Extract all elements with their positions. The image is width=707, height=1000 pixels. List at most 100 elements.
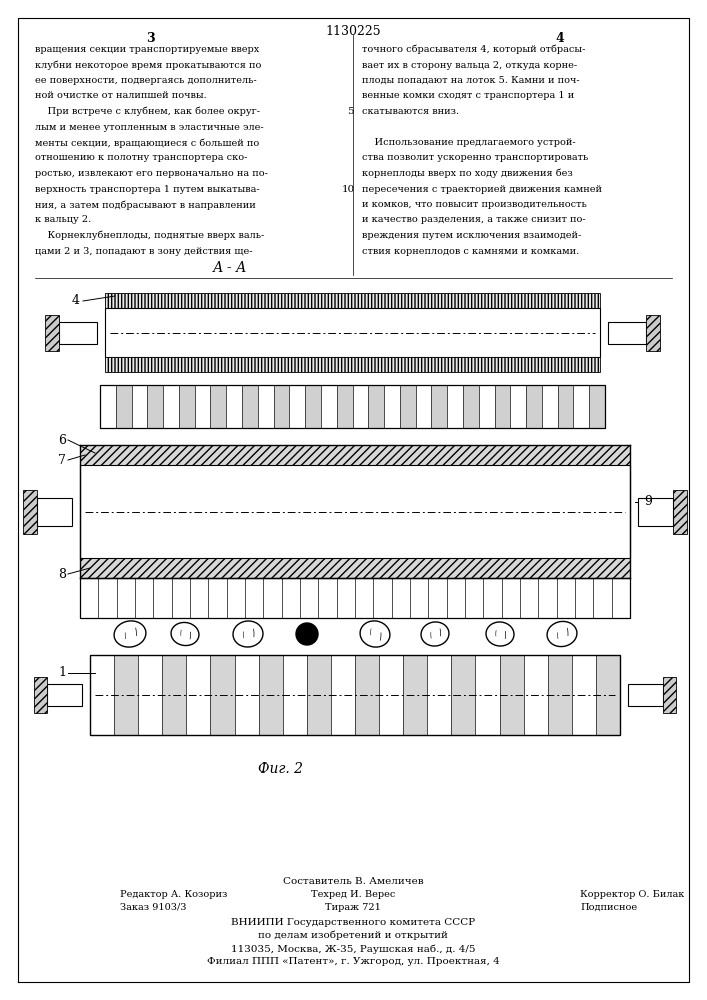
Bar [179, 385, 194, 428]
Text: пересечения с траекторией движения камней: пересечения с траекторией движения камне… [362, 184, 602, 194]
Ellipse shape [233, 621, 263, 647]
Bar [105, 308, 600, 357]
Ellipse shape [421, 622, 449, 646]
Bar [556, 578, 575, 618]
Ellipse shape [486, 622, 514, 646]
Bar [373, 578, 392, 618]
Bar [573, 385, 589, 428]
Bar [448, 385, 463, 428]
Bar [242, 385, 258, 428]
Text: ния, а затем подбрасывают в направлении: ния, а затем подбрасывают в направлении [35, 200, 256, 210]
Bar [187, 655, 211, 735]
Text: клубни некоторое время прокатываются по: клубни некоторое время прокатываются по [35, 60, 262, 70]
Bar [105, 357, 600, 372]
Bar [548, 655, 572, 735]
Text: 4: 4 [72, 294, 80, 308]
Bar [281, 578, 300, 618]
Bar [190, 578, 209, 618]
Bar [305, 385, 321, 428]
Bar [45, 314, 59, 351]
Text: венные комки сходят с транспортера 1 и: венные комки сходят с транспортера 1 и [362, 92, 574, 101]
Bar [589, 385, 605, 428]
Bar [289, 385, 305, 428]
Bar [47, 684, 82, 706]
Bar [23, 489, 37, 534]
Text: 113035, Москва, Ж-35, Раушская наб., д. 4/5: 113035, Москва, Ж-35, Раушская наб., д. … [230, 944, 475, 954]
Bar [132, 385, 147, 428]
Bar [353, 385, 368, 428]
Bar [520, 578, 538, 618]
Bar [510, 385, 526, 428]
Bar [283, 655, 307, 735]
Text: Использование предлагаемого устрой-: Использование предлагаемого устрой- [362, 138, 575, 147]
Bar [431, 385, 448, 428]
Text: 1130225: 1130225 [325, 25, 381, 38]
Bar [558, 385, 573, 428]
Bar [465, 578, 484, 618]
Text: Корнеклубнеплоды, поднятые вверх валь-: Корнеклубнеплоды, поднятые вверх валь- [35, 231, 264, 240]
Bar [494, 385, 510, 428]
Text: скатываются вниз.: скатываются вниз. [362, 107, 459, 116]
Bar [153, 578, 172, 618]
Ellipse shape [114, 621, 146, 647]
Text: 1: 1 [58, 666, 66, 680]
Text: Филиал ППП «Патент», г. Ужгород, ул. Проектная, 4: Филиал ППП «Патент», г. Ужгород, ул. Про… [206, 957, 499, 966]
Bar [475, 655, 500, 735]
Bar [575, 578, 593, 618]
Bar [502, 578, 520, 618]
Text: 5: 5 [346, 107, 354, 116]
Text: вает их в сторону вальца 2, откуда корне-: вает их в сторону вальца 2, откуда корне… [362, 60, 577, 70]
Text: Составитель В. Амеличев: Составитель В. Амеличев [283, 877, 423, 886]
Bar [98, 578, 117, 618]
Text: 6: 6 [58, 434, 66, 446]
Bar [80, 465, 630, 558]
Bar [447, 578, 465, 618]
Bar [194, 385, 211, 428]
Bar [100, 385, 116, 428]
Text: 9: 9 [644, 495, 652, 508]
Bar [227, 578, 245, 618]
Bar [274, 385, 289, 428]
Text: по делам изобретений и открытий: по делам изобретений и открытий [258, 931, 448, 940]
Bar [400, 385, 416, 428]
Bar [321, 385, 337, 428]
Bar [100, 385, 605, 428]
Text: 8: 8 [58, 568, 66, 580]
Bar [209, 578, 227, 618]
Text: А - А: А - А [213, 261, 247, 275]
Bar [451, 655, 475, 735]
Bar [427, 655, 451, 735]
Bar [114, 655, 138, 735]
Bar [300, 578, 318, 618]
Bar [355, 578, 373, 618]
Bar [80, 578, 630, 618]
Text: 3: 3 [146, 32, 154, 45]
Bar [80, 558, 630, 578]
Bar [392, 578, 410, 618]
Bar [235, 655, 259, 735]
Bar [526, 385, 542, 428]
Bar [211, 385, 226, 428]
Bar [608, 322, 646, 344]
Bar [117, 578, 135, 618]
Bar [355, 655, 379, 735]
Bar [258, 385, 274, 428]
Bar [331, 655, 355, 735]
Bar [116, 385, 132, 428]
Text: цами 2 и 3, попадают в зону действия ще-: цами 2 и 3, попадают в зону действия ще- [35, 246, 252, 255]
Text: 7: 7 [58, 454, 66, 466]
Text: ее поверхности, подвергаясь дополнитель-: ее поверхности, подвергаясь дополнитель- [35, 76, 257, 85]
Ellipse shape [547, 621, 577, 647]
Bar [263, 578, 281, 618]
Text: ной очистке от налипшей почвы.: ной очистке от налипшей почвы. [35, 92, 206, 101]
Bar [638, 497, 673, 526]
Bar [596, 655, 620, 735]
Text: Подписное: Подписное [580, 903, 637, 912]
Text: точного сбрасывателя 4, который отбрасы-: точного сбрасывателя 4, который отбрасы- [362, 45, 585, 54]
Text: менты секции, вращающиеся с большей по: менты секции, вращающиеся с большей по [35, 138, 259, 147]
Bar [368, 385, 384, 428]
Bar [500, 655, 524, 735]
Bar [163, 655, 187, 735]
Bar [307, 655, 331, 735]
Text: плоды попадают на лоток 5. Камни и поч-: плоды попадают на лоток 5. Камни и поч- [362, 76, 580, 85]
